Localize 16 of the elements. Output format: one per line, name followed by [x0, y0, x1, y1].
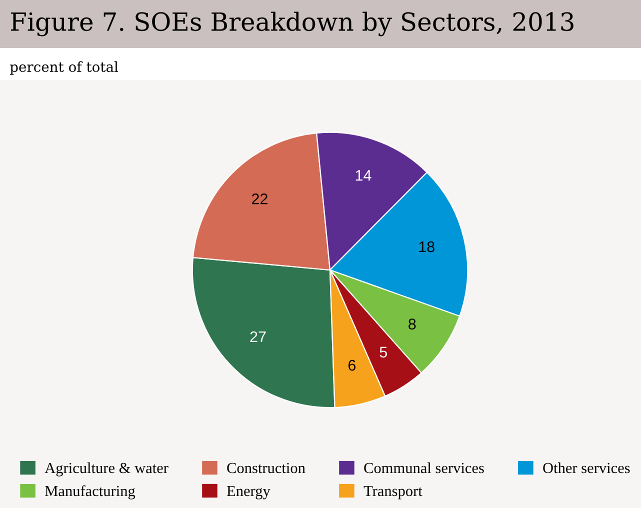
- legend-label: Agriculture & water: [44, 462, 168, 476]
- data-label: 18: [419, 241, 434, 252]
- legend-label: Communal services: [364, 462, 484, 474]
- legend-label: Manufacturing: [45, 485, 136, 500]
- chart-title: Figure 7. SOEs Breakdown by Sectors, 2013: [10, 12, 574, 36]
- legend-label: Construction: [227, 462, 306, 474]
- data-label: 8: [408, 318, 416, 330]
- data-label: 5: [380, 346, 387, 358]
- chart-subtitle: percent of total: [10, 61, 118, 75]
- data-label: 6: [348, 360, 356, 371]
- legend-label: Transport: [364, 486, 422, 500]
- data-label: 22: [252, 193, 268, 204]
- data-label: 14: [356, 170, 372, 181]
- legend-label: Other services: [543, 462, 630, 474]
- legend-label: Energy: [226, 486, 270, 500]
- data-label: 27: [250, 331, 266, 342]
